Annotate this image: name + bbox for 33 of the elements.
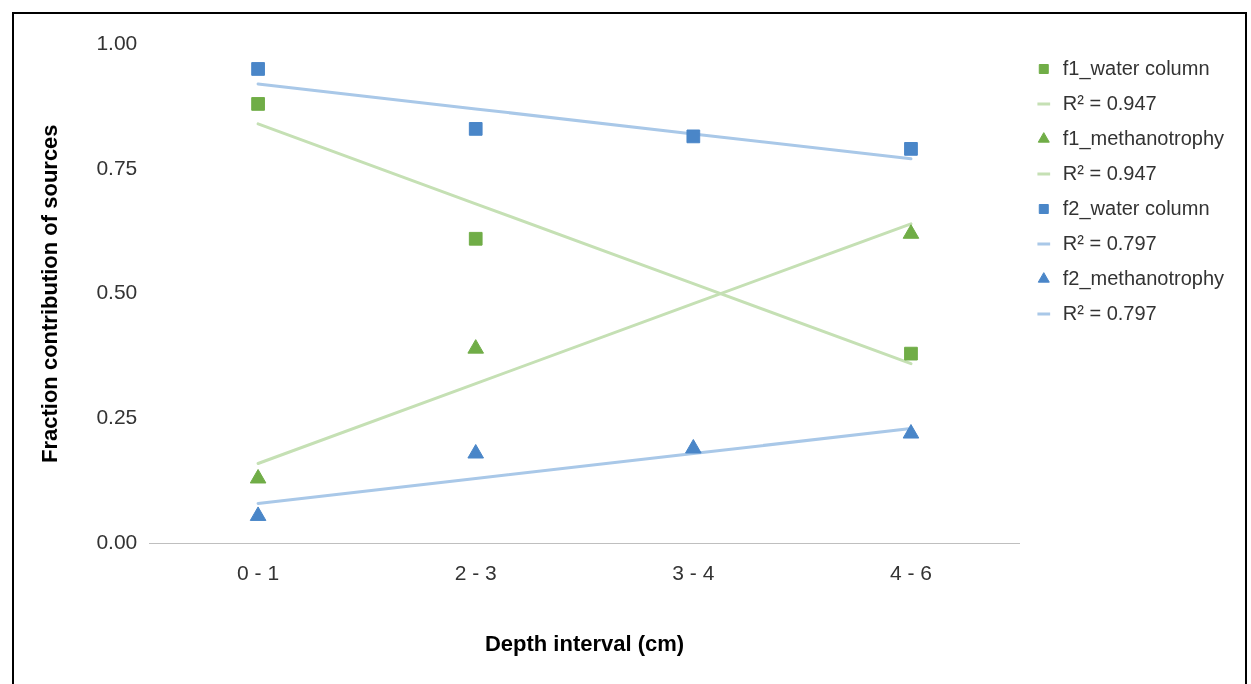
x-tick-label: 0 - 1 — [237, 560, 280, 584]
point — [251, 62, 265, 76]
point — [686, 129, 701, 144]
x-tick-label: 2 - 3 — [454, 560, 497, 584]
legend-label: f1_water column — [1062, 56, 1210, 80]
legend-label: f1_methanotrophy — [1062, 126, 1225, 150]
y-tick-label: 0.75 — [96, 155, 138, 179]
point — [902, 224, 920, 239]
y-tick-label: 1.00 — [96, 30, 138, 54]
point — [468, 231, 483, 246]
point — [468, 122, 483, 136]
legend-label: R² = 0.947 — [1062, 91, 1157, 114]
point — [251, 97, 265, 111]
y-axis-title: Fraction contribution of sources — [37, 124, 63, 463]
point — [467, 444, 485, 459]
legend-label: f2_water column — [1062, 196, 1210, 220]
legend-label: f2_methanotrophy — [1062, 266, 1225, 290]
legend-label: R² = 0.797 — [1062, 301, 1157, 324]
point — [904, 346, 918, 361]
legend-label: R² = 0.797 — [1062, 231, 1157, 254]
legend-label: R² = 0.947 — [1062, 161, 1157, 184]
point — [904, 142, 918, 156]
point — [685, 439, 702, 454]
point — [902, 424, 920, 439]
y-tick-label: 0.50 — [96, 280, 138, 304]
x-tick-label: 3 - 4 — [672, 560, 715, 584]
x-axis-title: Depth interval (cm) — [484, 630, 685, 656]
y-tick-label: 0.00 — [96, 530, 138, 554]
point — [249, 506, 267, 521]
x-tick-label: 4 - 6 — [889, 560, 932, 584]
point — [467, 339, 485, 354]
y-tick-label: 0.25 — [96, 405, 138, 429]
point — [249, 468, 267, 484]
